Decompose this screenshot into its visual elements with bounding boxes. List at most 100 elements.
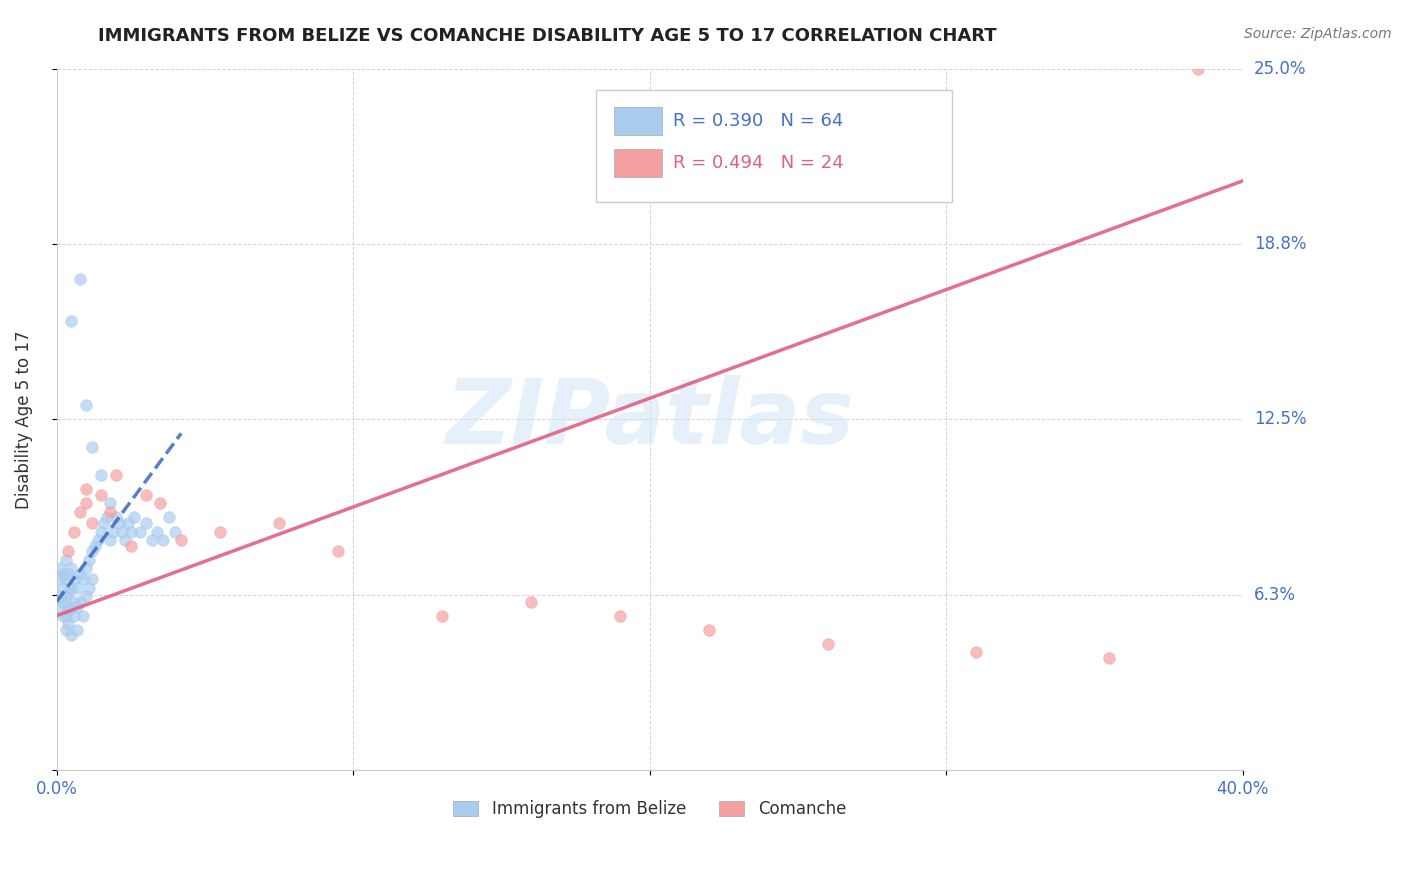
Point	[101, 524, 124, 539]
Point	[128, 524, 150, 539]
Point	[135, 488, 157, 502]
Point	[104, 468, 127, 483]
Point	[77, 581, 100, 595]
FancyBboxPatch shape	[596, 89, 952, 202]
Point	[58, 566, 80, 581]
Point	[146, 524, 169, 539]
Point	[82, 544, 104, 558]
Text: 25.0%: 25.0%	[1254, 60, 1306, 78]
Point	[697, 623, 720, 637]
Point	[72, 572, 94, 586]
Point	[60, 561, 83, 575]
Point	[96, 510, 118, 524]
Point	[69, 595, 91, 609]
Text: 18.8%: 18.8%	[1254, 235, 1306, 253]
FancyBboxPatch shape	[614, 149, 662, 178]
Point	[55, 623, 77, 637]
Point	[520, 595, 543, 609]
Point	[69, 566, 91, 581]
Text: ZIPatlas: ZIPatlas	[446, 376, 855, 463]
Point	[60, 628, 83, 642]
Point	[90, 488, 112, 502]
Y-axis label: Disability Age 5 to 17: Disability Age 5 to 17	[15, 330, 32, 508]
Point	[965, 645, 987, 659]
Point	[48, 572, 70, 586]
Point	[87, 533, 110, 547]
Point	[63, 572, 86, 586]
Point	[1098, 650, 1121, 665]
Point	[152, 533, 174, 547]
Point	[60, 581, 83, 595]
Point	[77, 552, 100, 566]
Point	[117, 516, 139, 530]
Point	[157, 510, 180, 524]
Point	[48, 600, 70, 615]
Point	[48, 561, 70, 575]
Point	[114, 533, 136, 547]
Point	[58, 603, 80, 617]
Point	[267, 516, 290, 530]
Point	[58, 586, 80, 600]
Point	[108, 516, 131, 530]
Point	[93, 516, 115, 530]
Point	[120, 524, 142, 539]
Point	[69, 505, 91, 519]
Point	[75, 561, 97, 575]
Point	[55, 608, 77, 623]
Point	[170, 533, 193, 547]
Point	[58, 544, 80, 558]
Point	[63, 524, 86, 539]
Point	[51, 581, 73, 595]
Point	[75, 483, 97, 497]
Legend: Immigrants from Belize, Comanche: Immigrants from Belize, Comanche	[447, 794, 853, 825]
Point	[63, 595, 86, 609]
Point	[55, 552, 77, 566]
Point	[328, 544, 350, 558]
Point	[208, 524, 231, 539]
Point	[82, 572, 104, 586]
Point	[122, 510, 145, 524]
Point	[165, 524, 187, 539]
Point	[98, 496, 121, 510]
Text: Source: ZipAtlas.com: Source: ZipAtlas.com	[1244, 27, 1392, 41]
Text: IMMIGRANTS FROM BELIZE VS COMANCHE DISABILITY AGE 5 TO 17 CORRELATION CHART: IMMIGRANTS FROM BELIZE VS COMANCHE DISAB…	[98, 27, 997, 45]
Point	[90, 468, 112, 483]
Point	[60, 314, 83, 328]
Point	[72, 608, 94, 623]
Point	[75, 398, 97, 412]
Point	[66, 581, 89, 595]
Point	[75, 589, 97, 603]
Point	[55, 572, 77, 586]
Point	[141, 533, 163, 547]
Text: R = 0.390   N = 64: R = 0.390 N = 64	[673, 112, 844, 130]
Point	[69, 272, 91, 286]
Point	[48, 589, 70, 603]
Point	[63, 608, 86, 623]
Point	[55, 589, 77, 603]
Point	[58, 617, 80, 632]
Point	[82, 441, 104, 455]
Point	[98, 533, 121, 547]
Point	[51, 595, 73, 609]
Point	[66, 623, 89, 637]
Point	[84, 539, 107, 553]
Point	[75, 496, 97, 510]
Point	[104, 510, 127, 524]
Text: 12.5%: 12.5%	[1254, 410, 1306, 428]
Point	[66, 600, 89, 615]
Point	[609, 608, 631, 623]
Point	[60, 600, 83, 615]
Point	[51, 608, 73, 623]
Point	[149, 496, 172, 510]
Point	[1187, 62, 1209, 76]
Point	[111, 524, 134, 539]
Point	[120, 539, 142, 553]
Point	[817, 637, 839, 651]
Point	[98, 505, 121, 519]
Text: R = 0.494   N = 24: R = 0.494 N = 24	[673, 154, 844, 172]
Point	[430, 608, 453, 623]
Point	[51, 566, 73, 581]
Point	[135, 516, 157, 530]
Point	[90, 524, 112, 539]
FancyBboxPatch shape	[614, 107, 662, 136]
